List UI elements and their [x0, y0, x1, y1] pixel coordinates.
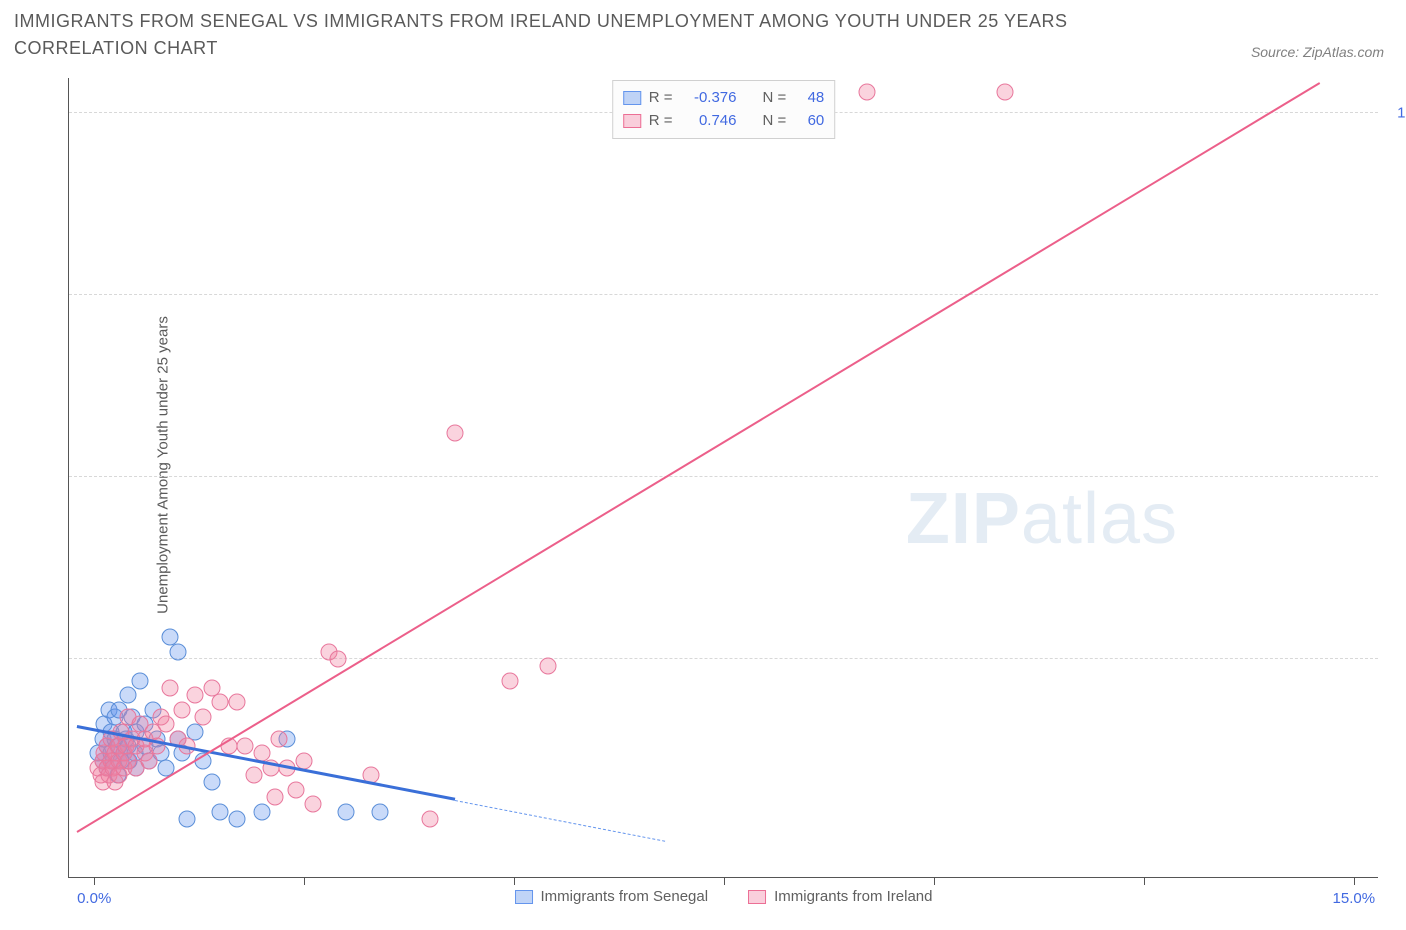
scatter-point — [203, 774, 220, 791]
trend-line — [77, 82, 1321, 833]
scatter-point — [140, 752, 157, 769]
chart-title: IMMIGRANTS FROM SENEGAL VS IMMIGRANTS FR… — [14, 8, 1206, 62]
watermark: ZIPatlas — [906, 478, 1178, 560]
x-tick — [1144, 877, 1145, 885]
scatter-point — [266, 789, 283, 806]
stat-n-value: 48 — [794, 87, 824, 110]
scatter-point — [270, 730, 287, 747]
scatter-point — [287, 781, 304, 798]
x-tick — [94, 877, 95, 885]
stats-legend-box: R = -0.376 N = 48 R = 0.746 N = 60 — [612, 80, 836, 139]
legend-swatch — [515, 890, 533, 904]
y-tick-label: 50.0% — [1388, 469, 1406, 486]
scatter-point — [237, 738, 254, 755]
x-tick-label: 0.0% — [77, 890, 111, 907]
scatter-point — [422, 810, 439, 827]
scatter-point — [228, 810, 245, 827]
scatter-point — [212, 803, 229, 820]
stat-n-value: 60 — [794, 110, 824, 133]
scatter-point — [132, 672, 149, 689]
stat-r-label: R = — [649, 110, 673, 133]
y-tick-label: 75.0% — [1388, 287, 1406, 304]
stat-n-label: N = — [763, 87, 787, 110]
scatter-point — [228, 694, 245, 711]
series-swatch — [623, 91, 641, 105]
legend-item: Immigrants from Ireland — [748, 888, 932, 905]
gridline — [69, 294, 1378, 295]
x-tick — [304, 877, 305, 885]
scatter-point — [329, 650, 346, 667]
scatter-point — [539, 658, 556, 675]
scatter-point — [161, 679, 178, 696]
x-tick — [934, 877, 935, 885]
x-tick — [724, 877, 725, 885]
scatter-point — [997, 83, 1014, 100]
scatter-point — [371, 803, 388, 820]
watermark-bold: ZIP — [906, 479, 1021, 559]
gridline — [69, 476, 1378, 477]
x-tick-label: 15.0% — [1333, 890, 1376, 907]
stat-r-value: -0.376 — [681, 87, 737, 110]
stat-n-label: N = — [763, 110, 787, 133]
trend-line-dashed — [455, 800, 665, 842]
scatter-point — [858, 83, 875, 100]
scatter-point — [338, 803, 355, 820]
legend-label: Immigrants from Senegal — [541, 888, 709, 905]
gridline — [69, 658, 1378, 659]
stat-r-label: R = — [649, 87, 673, 110]
legend: Immigrants from Senegal Immigrants from I… — [515, 888, 933, 905]
y-tick-label: 100.0% — [1388, 105, 1406, 122]
scatter-point — [119, 687, 136, 704]
scatter-point — [186, 687, 203, 704]
chart-plot-area: ZIPatlas 25.0%50.0%75.0%100.0%0.0%15.0%R… — [68, 78, 1378, 878]
scatter-point — [245, 767, 262, 784]
source-attribution: Source: ZipAtlas.com — [1251, 44, 1384, 60]
scatter-point — [157, 716, 174, 733]
x-tick — [514, 877, 515, 885]
stats-row: R = 0.746 N = 60 — [623, 110, 825, 133]
scatter-point — [195, 709, 212, 726]
scatter-point — [178, 810, 195, 827]
scatter-point — [174, 701, 191, 718]
stat-r-value: 0.746 — [681, 110, 737, 133]
scatter-point — [501, 672, 518, 689]
scatter-point — [447, 425, 464, 442]
watermark-light: atlas — [1021, 479, 1178, 559]
scatter-point — [212, 694, 229, 711]
y-tick-label: 25.0% — [1388, 650, 1406, 667]
scatter-point — [304, 796, 321, 813]
scatter-point — [254, 803, 271, 820]
legend-swatch — [748, 890, 766, 904]
series-swatch — [623, 114, 641, 128]
stats-row: R = -0.376 N = 48 — [623, 87, 825, 110]
x-tick — [1354, 877, 1355, 885]
legend-item: Immigrants from Senegal — [515, 888, 709, 905]
legend-label: Immigrants from Ireland — [774, 888, 932, 905]
scatter-point — [170, 643, 187, 660]
